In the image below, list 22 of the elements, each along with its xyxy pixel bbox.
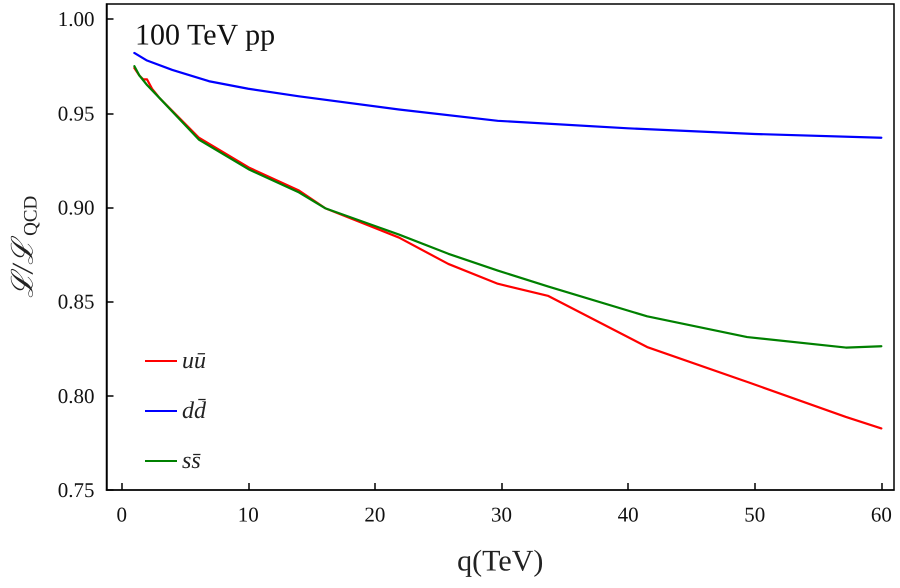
y-tick-label: 0.85 [58, 290, 94, 314]
y-tick-label: 0.75 [58, 478, 94, 502]
x-tick-label: 40 [618, 502, 639, 526]
y-tick-label: 0.95 [58, 101, 94, 126]
line-series [133, 65, 882, 349]
x-tick-label: 50 [744, 502, 766, 526]
x-tick-label: 30 [491, 502, 512, 526]
legend-label: dd̄ [182, 398, 207, 424]
y-tick-label: 1.00 [58, 7, 94, 32]
x-axis-title: q(TeV) [457, 544, 544, 578]
legend-label: ss̄ [182, 448, 201, 474]
y-tick-label: 0.90 [58, 195, 94, 220]
x-tick-label: 10 [238, 502, 259, 526]
y-tick-label: 0.80 [58, 384, 94, 408]
y-axis-title: ℒ/ℒQCD [6, 196, 42, 298]
line-series [133, 52, 882, 139]
x-tick-label: 20 [364, 502, 386, 526]
line-series [133, 66, 882, 430]
annotation: 100 TeV pp [135, 18, 276, 52]
legend-label: uū [182, 348, 206, 374]
x-tick-label: 0 [116, 502, 127, 526]
x-tick-label: 60 [870, 502, 892, 526]
